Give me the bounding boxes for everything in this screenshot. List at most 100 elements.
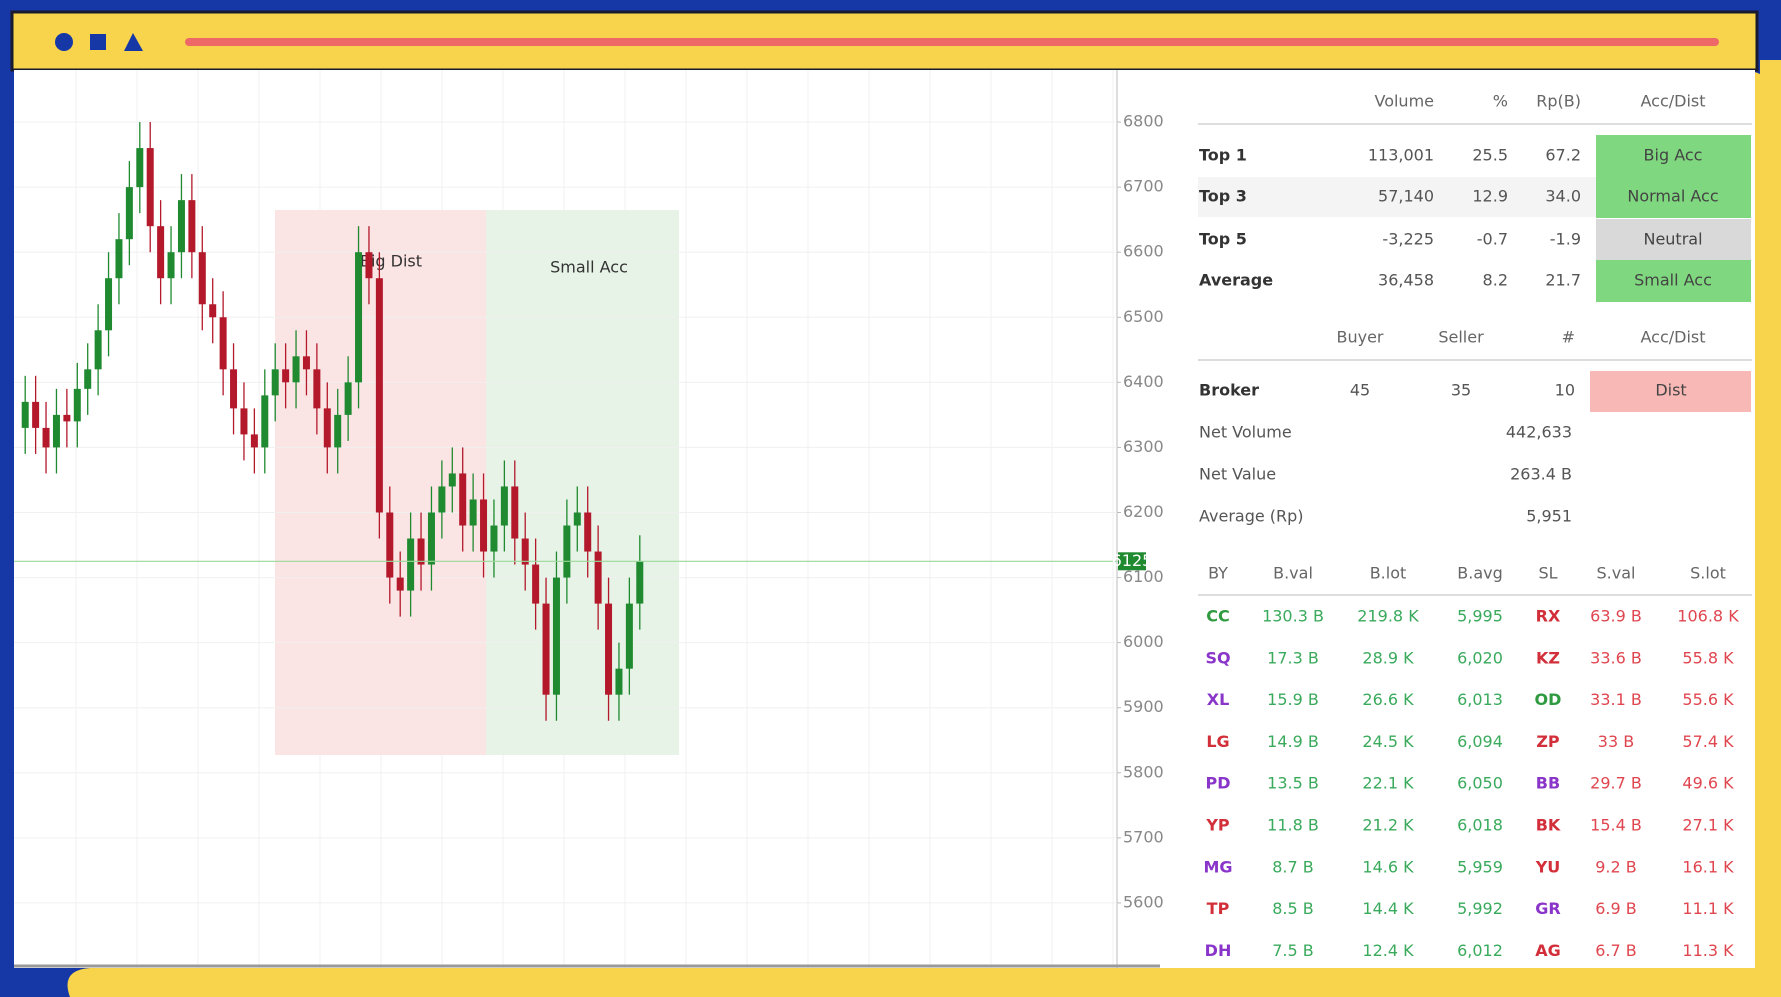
buy-cell: 6,018 xyxy=(1457,816,1503,835)
sell-cell: 33.6 B xyxy=(1590,648,1642,667)
y-tick-label: 6200 xyxy=(1123,502,1164,521)
buy-cell: 26.6 K xyxy=(1362,690,1414,709)
status-badge xyxy=(1596,260,1751,302)
status-text: Small Acc xyxy=(1634,271,1712,290)
candle-body xyxy=(344,382,352,415)
y-tick-label: 6300 xyxy=(1123,437,1164,456)
sell-cell: 33.1 B xyxy=(1590,690,1642,709)
row-label: Average xyxy=(1199,271,1273,290)
status-text: Normal Acc xyxy=(1627,187,1718,206)
row-label: Top 3 xyxy=(1199,187,1247,206)
sell-cell: 11.3 K xyxy=(1682,941,1734,960)
zone-small-acc xyxy=(486,210,679,755)
candle-body xyxy=(230,369,238,409)
candle-body xyxy=(573,512,581,526)
candle-body xyxy=(490,525,498,552)
buy-cell: 5,995 xyxy=(1457,607,1503,626)
stat-value: 5,951 xyxy=(1526,507,1572,526)
buy-cell: 219.8 K xyxy=(1357,607,1419,626)
sell-cell: 49.6 K xyxy=(1682,774,1734,793)
status-text: Dist xyxy=(1655,381,1686,400)
square-icon xyxy=(90,34,106,50)
stat-label: Net Value xyxy=(1199,465,1276,484)
cell: 12.9 xyxy=(1472,187,1508,206)
buy-cell: 28.9 K xyxy=(1362,648,1414,667)
sell-cell: 11.1 K xyxy=(1682,899,1734,918)
candle-body xyxy=(250,434,258,448)
candle-body xyxy=(209,304,217,318)
buyer-code: SQ xyxy=(1205,648,1230,667)
circle-icon xyxy=(55,33,73,51)
sell-cell: 57.4 K xyxy=(1682,732,1734,751)
candle-body xyxy=(157,226,165,279)
sell-cell: 6.7 B xyxy=(1595,941,1637,960)
y-tick-label: 6700 xyxy=(1123,177,1164,196)
seller-code: KZ xyxy=(1536,648,1560,667)
buy-cell: 130.3 B xyxy=(1262,607,1324,626)
y-tick-label: 5800 xyxy=(1123,762,1164,781)
candle-body xyxy=(240,408,248,435)
buyer-code: XL xyxy=(1207,690,1230,709)
buyer-code: LG xyxy=(1206,732,1229,751)
zone-label: Big Dist xyxy=(360,252,422,271)
candle-body xyxy=(584,512,592,552)
candle-body xyxy=(396,577,404,591)
candle-body xyxy=(302,356,310,370)
candle-body xyxy=(365,252,373,279)
sell-cell: 15.4 B xyxy=(1590,816,1642,835)
cell: -0.7 xyxy=(1477,230,1508,249)
status-badge xyxy=(1596,176,1751,218)
status-badge xyxy=(1596,219,1751,261)
candle-body xyxy=(407,538,415,591)
table-header: B.val xyxy=(1273,564,1313,583)
buy-cell: 5,992 xyxy=(1457,899,1503,918)
candle-body xyxy=(511,486,519,539)
candle-body xyxy=(563,525,571,578)
table-header: Volume xyxy=(1374,92,1434,111)
candle-body xyxy=(94,330,102,370)
candle-body xyxy=(500,486,508,526)
last-price-label: 6125 xyxy=(1112,551,1153,570)
y-tick-label: 6100 xyxy=(1123,567,1164,586)
candle-body xyxy=(552,577,560,695)
sell-cell: 9.2 B xyxy=(1595,857,1637,876)
candle-body xyxy=(594,551,602,604)
candle-body xyxy=(427,512,435,565)
buy-cell: 14.9 B xyxy=(1267,732,1319,751)
table-header: Buyer xyxy=(1336,328,1383,347)
row-label: Top 1 xyxy=(1199,146,1247,165)
sell-cell: 106.8 K xyxy=(1677,607,1739,626)
candle-body xyxy=(115,239,123,279)
candle-body xyxy=(261,395,269,448)
candle-body xyxy=(542,603,550,695)
y-tick-label: 6000 xyxy=(1123,632,1164,651)
candle-body xyxy=(146,148,154,227)
candle-body xyxy=(21,401,29,428)
candle-body xyxy=(459,473,467,526)
buy-cell: 24.5 K xyxy=(1362,732,1414,751)
stat-label: Net Volume xyxy=(1199,423,1292,442)
buy-cell: 12.4 K xyxy=(1362,941,1414,960)
table-header: Rp(B) xyxy=(1536,92,1581,111)
sell-cell: 33 B xyxy=(1598,732,1634,751)
cell: 25.5 xyxy=(1472,146,1508,165)
buyer-code: DH xyxy=(1205,941,1232,960)
row-label: Broker xyxy=(1199,381,1259,400)
sell-cell: 16.1 K xyxy=(1682,857,1734,876)
seller-code: OD xyxy=(1535,690,1562,709)
cell: 57,140 xyxy=(1378,187,1434,206)
buy-cell: 5,959 xyxy=(1457,857,1503,876)
buy-cell: 6,094 xyxy=(1457,732,1503,751)
table-header: # xyxy=(1562,328,1575,347)
candle-body xyxy=(636,561,644,604)
table-header: BY xyxy=(1208,564,1228,583)
candle-body xyxy=(323,408,331,448)
buy-cell: 6,020 xyxy=(1457,648,1503,667)
cell: 10 xyxy=(1555,381,1575,400)
candle-body xyxy=(84,369,92,389)
candle-body xyxy=(355,252,363,383)
candle-body xyxy=(52,414,60,448)
cell: -1.9 xyxy=(1550,230,1581,249)
cell: -3,225 xyxy=(1382,230,1434,249)
table-header: Acc/Dist xyxy=(1640,328,1705,347)
